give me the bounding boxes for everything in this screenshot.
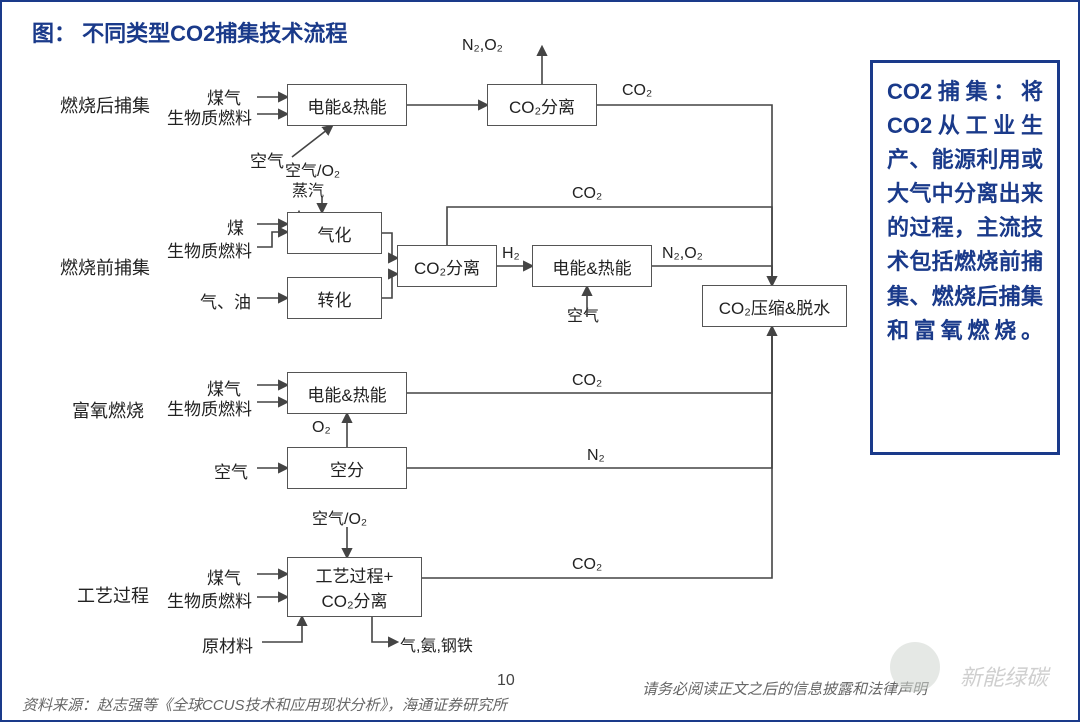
box-b_r2_energy: 电能&热能 <box>532 245 652 287</box>
box-b_r3_energy: 电能&热能 <box>287 372 407 414</box>
disclaimer-footer: 请务必阅读正文之后的信息披露和法律声明 <box>642 678 927 699</box>
edge-e11 <box>382 233 397 258</box>
page-number: 10 <box>497 672 515 690</box>
box-b_r3_airsep: 空分 <box>287 447 407 489</box>
box-b_r1_energy: 电能&热能 <box>287 84 407 126</box>
edge-e26 <box>262 617 302 642</box>
edge-e12 <box>382 274 397 298</box>
edge-e22 <box>407 327 772 468</box>
edge-e21 <box>407 327 772 393</box>
source-footer: 资料来源：赵志强等《全球CCUS技术和应用现状分析》，海通证券研究所 <box>22 694 507 715</box>
watermark-icon <box>890 642 940 692</box>
box-b_r2_gasify: 气化 <box>287 212 382 254</box>
edge-e28 <box>422 327 772 578</box>
box-b_r1_sep: CO₂分离 <box>487 84 597 126</box>
edge-e9 <box>257 232 287 247</box>
edge-e3 <box>292 126 332 157</box>
edge-e27 <box>372 617 397 642</box>
box-b_r2_sep: CO₂分离 <box>397 245 497 287</box>
watermark-text: 新能绿碳 <box>960 660 1048 692</box>
diagram-canvas: 图： 不同类型CO2捕集技术流程 燃烧后捕集 燃烧前捕集 富氧燃烧 工艺过程 煤… <box>0 0 1080 722</box>
box-b_sink: CO₂压缩&脱水 <box>702 285 847 327</box>
edge-e16 <box>652 266 772 285</box>
box-b_r4_proc: 工艺过程+ CO₂分离 <box>287 557 422 617</box>
box-b_r2_reform: 转化 <box>287 277 382 319</box>
